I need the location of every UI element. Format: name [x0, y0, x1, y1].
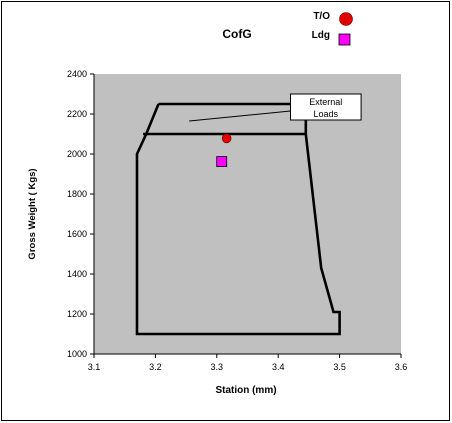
- x-tick-label: 3.2: [149, 362, 162, 372]
- cg-envelope: [135, 102, 341, 336]
- y-axis-label: Gross Weight ( Kgs): [27, 168, 38, 259]
- y-tick-label: 2400: [67, 69, 87, 79]
- x-axis-label: Station (mm): [215, 385, 276, 396]
- y-tick-label: 1000: [67, 349, 87, 359]
- annotation-text: Loads: [314, 109, 339, 119]
- legend-to-marker: [339, 12, 353, 26]
- legend-label-ldg: Ldg: [312, 30, 330, 41]
- annotations: External Loads: [189, 93, 362, 122]
- y-tick-label: 1400: [67, 269, 87, 279]
- y-tick-label: 2000: [67, 149, 87, 159]
- x-tick-label: 3.3: [211, 362, 224, 372]
- chart-title: CofG: [222, 27, 251, 41]
- y-tick-label: 1200: [67, 309, 87, 319]
- x-tick-label: 3.6: [395, 362, 408, 372]
- x-tick-label: 3.5: [333, 362, 346, 372]
- data-points: [216, 133, 232, 168]
- y-tick-label: 1600: [67, 229, 87, 239]
- axes: 3.1 3.2 3.3 3.4 3.5 3.6 1000 1200 1400 1600 1800 20…: [67, 69, 407, 372]
- data-point-ldg: [216, 156, 228, 168]
- annotation-text: External: [309, 97, 342, 107]
- plot-area: [94, 74, 401, 354]
- y-tick-label: 2200: [67, 109, 87, 119]
- y-tick-label: 1800: [67, 189, 87, 199]
- annotation-leader-line: [189, 110, 291, 122]
- legend-label-to: T/O: [313, 11, 330, 22]
- legend-ldg-marker: [338, 33, 351, 46]
- data-point-to: [221, 133, 232, 144]
- envelope-outline: [135, 102, 341, 336]
- x-tick-label: 3.1: [88, 362, 101, 372]
- x-tick-label: 3.4: [272, 362, 285, 372]
- annotation-box: [289, 93, 362, 121]
